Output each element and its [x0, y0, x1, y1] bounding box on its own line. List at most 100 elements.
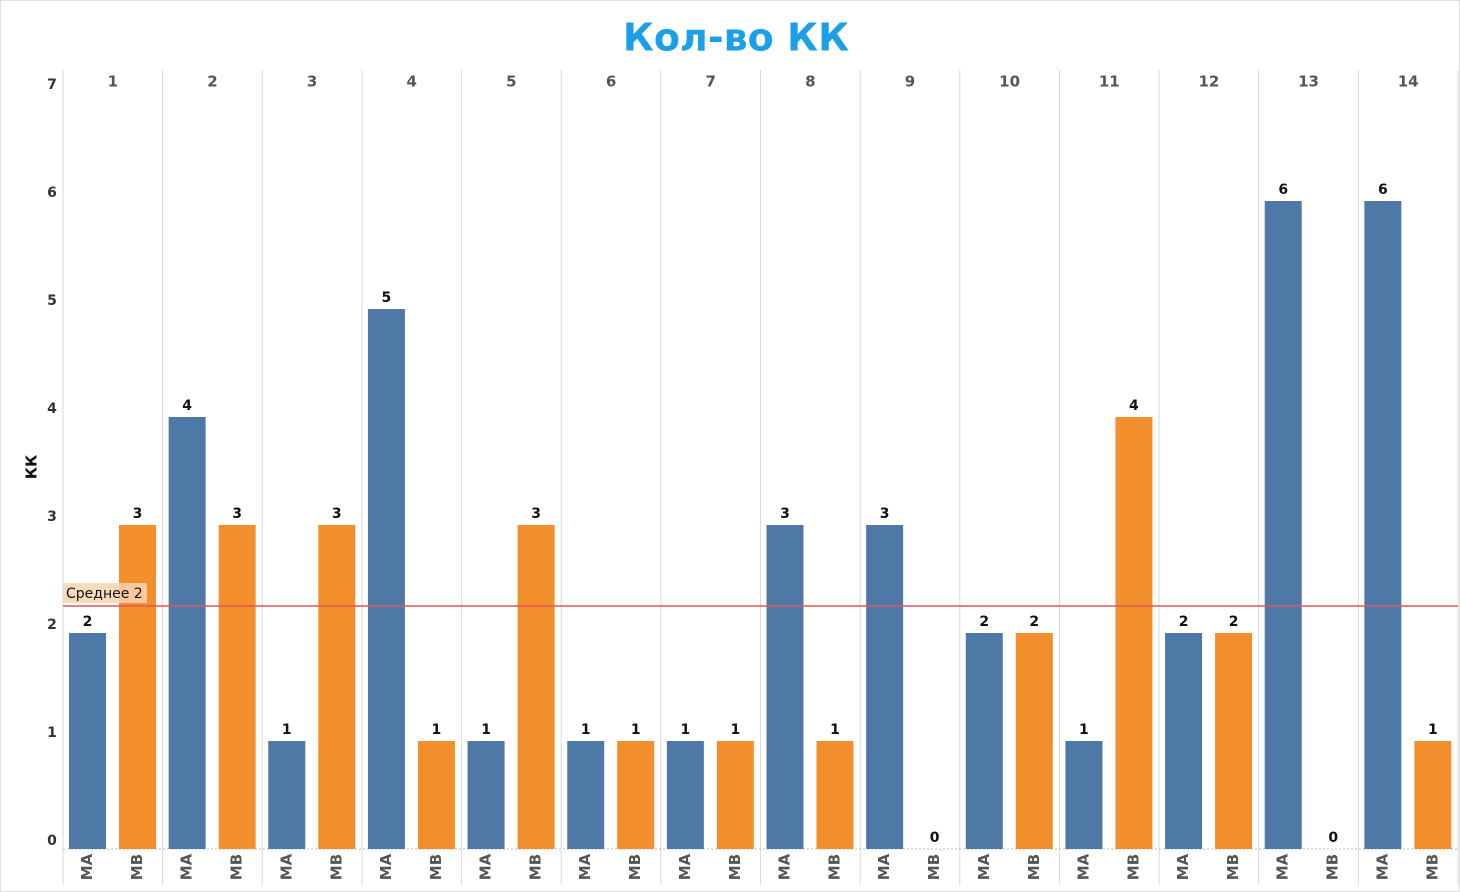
reference-label: Среднее 2 — [66, 586, 143, 602]
x-tick-label: MA — [477, 853, 495, 880]
data-label: 1 — [432, 722, 442, 738]
data-label: 1 — [282, 722, 292, 738]
group-label: 4 — [407, 73, 417, 91]
bar — [866, 525, 904, 849]
bar — [716, 741, 754, 849]
x-tick-label: MB — [1324, 854, 1342, 880]
x-tick-label: MB — [726, 854, 744, 880]
data-label: 3 — [531, 506, 541, 522]
data-label: 6 — [1378, 182, 1388, 198]
x-tick-label: MB — [826, 854, 844, 880]
x-tick-label: MB — [925, 854, 943, 880]
bar — [367, 309, 405, 849]
reference-label-bg — [63, 583, 147, 603]
bar — [766, 525, 804, 849]
bar — [965, 633, 1003, 849]
group-label: 1 — [108, 73, 118, 91]
data-label: 4 — [182, 398, 192, 414]
chart-title: Кол-во КК — [623, 16, 849, 60]
bar — [1215, 633, 1253, 849]
y-tick-label: 7 — [47, 77, 57, 93]
x-tick-label: MB — [1423, 854, 1441, 880]
y-tick-label: 4 — [47, 401, 57, 417]
group-label: 11 — [1099, 73, 1120, 91]
x-tick-label: MB — [1124, 854, 1142, 880]
bar — [1364, 201, 1402, 849]
bar — [119, 525, 156, 849]
data-label: 1 — [1079, 722, 1089, 738]
data-label: 3 — [133, 506, 143, 522]
bar — [69, 633, 106, 849]
bar — [1115, 417, 1153, 849]
bar — [1414, 741, 1452, 849]
x-tick-label: MA — [776, 853, 794, 880]
y-axis-label: КК — [23, 454, 41, 479]
data-label: 1 — [830, 722, 840, 738]
x-tick-label: MB — [626, 854, 644, 880]
x-tick-label: MA — [1274, 853, 1292, 880]
data-label: 1 — [631, 722, 641, 738]
x-tick-label: MB — [427, 854, 445, 880]
x-tick-label: MA — [377, 853, 395, 880]
data-label: 0 — [1328, 830, 1338, 846]
group-label: 2 — [207, 73, 217, 91]
x-tick-label: MA — [1074, 853, 1092, 880]
group-label: 10 — [999, 73, 1020, 91]
bar — [168, 417, 206, 849]
y-tick-label: 0 — [47, 833, 57, 849]
bar — [318, 525, 356, 849]
x-tick-label: MA — [576, 853, 594, 880]
y-tick-label: 2 — [47, 617, 57, 633]
x-tick-label: MB — [527, 854, 545, 880]
x-tick-label: MB — [1224, 854, 1242, 880]
data-label: 2 — [1179, 614, 1189, 630]
data-label: 6 — [1278, 182, 1288, 198]
x-tick-label: MA — [1373, 853, 1391, 880]
data-label: 3 — [332, 506, 342, 522]
group-label: 13 — [1298, 73, 1319, 91]
bar — [816, 741, 854, 849]
group-label: 9 — [905, 73, 915, 91]
data-label: 1 — [581, 722, 591, 738]
bar — [1065, 741, 1103, 849]
bar — [1015, 633, 1053, 849]
bar — [467, 741, 505, 849]
x-tick-label: MA — [875, 853, 893, 880]
data-label: 1 — [481, 722, 491, 738]
x-tick-label: MB — [128, 854, 146, 880]
y-tick-label: 5 — [47, 293, 57, 309]
y-tick-label: 3 — [47, 509, 57, 525]
group-label: 12 — [1198, 73, 1219, 91]
group-label: 7 — [705, 73, 715, 91]
y-tick-label: 6 — [47, 185, 57, 201]
data-label: 1 — [730, 722, 740, 738]
data-label: 3 — [880, 506, 890, 522]
group-label: 3 — [307, 73, 317, 91]
x-tick-label: MA — [78, 853, 96, 880]
data-label: 0 — [930, 830, 940, 846]
data-label: 2 — [83, 614, 93, 630]
group-label: 6 — [606, 73, 616, 91]
bar — [1264, 201, 1302, 849]
bar — [268, 741, 306, 849]
bar — [666, 741, 704, 849]
x-tick-label: MA — [277, 853, 295, 880]
data-label: 3 — [780, 506, 790, 522]
data-label: 5 — [382, 290, 392, 306]
data-label: 1 — [680, 722, 690, 738]
group-label: 5 — [506, 73, 516, 91]
bar — [417, 741, 455, 849]
x-tick-label: MB — [327, 854, 345, 880]
data-label: 2 — [979, 614, 989, 630]
bar — [617, 741, 655, 849]
data-label: 2 — [1229, 614, 1239, 630]
x-tick-label: MA — [1174, 853, 1192, 880]
group-label: 8 — [805, 73, 815, 91]
x-tick-label: MA — [975, 853, 993, 880]
data-label: 4 — [1129, 398, 1139, 414]
bar — [218, 525, 256, 849]
data-label: 3 — [232, 506, 242, 522]
data-label: 2 — [1029, 614, 1039, 630]
